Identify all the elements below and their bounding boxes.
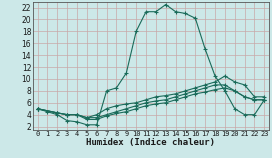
X-axis label: Humidex (Indice chaleur): Humidex (Indice chaleur) — [86, 138, 215, 147]
